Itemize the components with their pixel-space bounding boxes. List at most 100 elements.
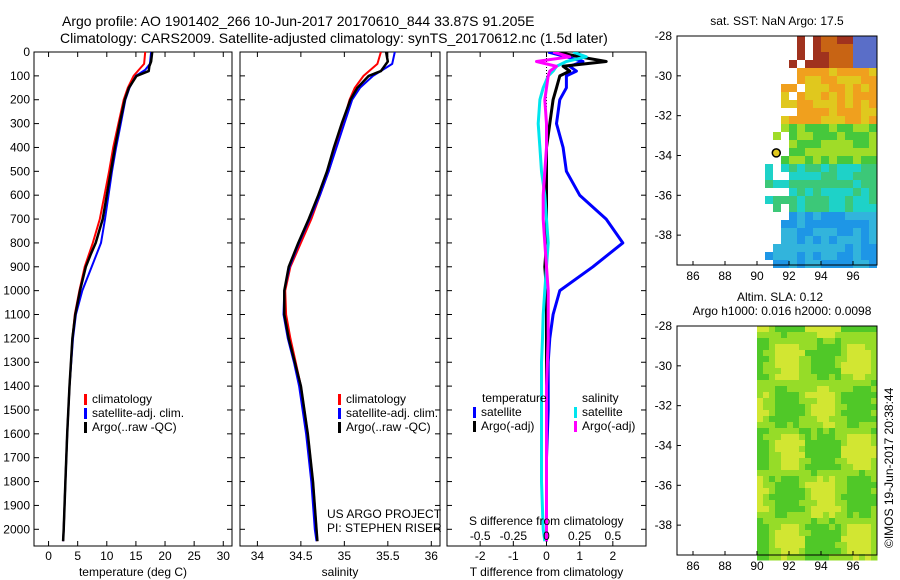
sst-cell (861, 124, 869, 132)
sst-cell (813, 100, 821, 108)
sla-cell (823, 410, 830, 417)
sla-cell (835, 470, 842, 477)
sla-cell (823, 398, 830, 405)
sst-cell (837, 84, 845, 92)
sla-cell (835, 338, 842, 345)
top-axis-label: -0.25 (500, 529, 528, 543)
sst-cell (861, 260, 869, 268)
sla-cell (823, 506, 830, 513)
sla-cell (805, 482, 812, 489)
sla-cell (853, 416, 860, 423)
y-tick-label: 1700 (3, 451, 30, 465)
sla-cell (859, 488, 866, 495)
sla-cell (865, 344, 872, 351)
sst-cell (821, 108, 829, 116)
sla-cell (811, 368, 818, 375)
sla-cell (805, 374, 812, 381)
sla-cell (781, 536, 788, 543)
sla-cell (859, 482, 866, 489)
sla-cell (847, 524, 854, 531)
sla-cell (847, 416, 854, 423)
sla-cell (811, 392, 818, 399)
sla-cell (763, 554, 770, 561)
sla-cell (853, 482, 860, 489)
sla-cell (775, 476, 782, 483)
sla-field (757, 326, 878, 561)
sla-cell (859, 542, 866, 549)
sla-cell (823, 452, 830, 459)
sst-cell (805, 188, 813, 196)
sla-cell (793, 332, 800, 339)
sla-cell (853, 530, 860, 537)
map-x-tick-label: 90 (750, 559, 764, 573)
sla-cell (865, 548, 872, 555)
sla-cell (841, 446, 848, 453)
sla-cell (811, 356, 818, 363)
sla-cell (763, 362, 770, 369)
sla-cell (829, 482, 836, 489)
sst-cell (853, 76, 861, 84)
sla-cell (835, 344, 842, 351)
sla-cell (835, 350, 842, 357)
sla-cell (763, 410, 770, 417)
sla-cell (763, 452, 770, 459)
sla-cell (763, 494, 770, 501)
sla-cell (769, 344, 776, 351)
sla-cell (829, 488, 836, 495)
sla-cell (781, 476, 788, 483)
sla-cell (865, 488, 872, 495)
sla-cell (757, 416, 764, 423)
sla-cell (817, 530, 824, 537)
sla-cell (781, 338, 788, 345)
sst-cell (813, 60, 821, 68)
sst-cell (797, 148, 805, 156)
sla-cell (757, 386, 764, 393)
sla-cell (817, 356, 824, 363)
top-axis-label: 0 (543, 529, 550, 543)
sla-cell (811, 374, 818, 381)
sla-cell (859, 344, 866, 351)
sla-cell (787, 374, 794, 381)
sla-cell (799, 326, 806, 333)
sla-cell (781, 434, 788, 441)
sla-cell (769, 374, 776, 381)
sst-cell (837, 76, 845, 84)
sst-cell (853, 244, 861, 252)
sla-cell (757, 506, 764, 513)
sla-cell (865, 332, 872, 339)
sst-cell (821, 84, 829, 92)
sla-cell (817, 440, 824, 447)
sla-cell (835, 554, 842, 561)
sst-cell (829, 140, 837, 148)
sla-cell (817, 386, 824, 393)
sst-cell (797, 132, 805, 140)
sla-cell (835, 494, 842, 501)
map-x-tick-label: 96 (846, 269, 860, 283)
sst-cell (853, 156, 861, 164)
sla-cell (823, 536, 830, 543)
sla-cell (853, 458, 860, 465)
sst-cell (821, 188, 829, 196)
sla-cell (853, 350, 860, 357)
sla-cell (847, 410, 854, 417)
sla-cell (865, 524, 872, 531)
map-y-tick-label: -34 (655, 148, 673, 162)
sla-cell (823, 386, 830, 393)
sst-cell (845, 212, 853, 220)
sst-cell (853, 252, 861, 260)
sst-cell (781, 236, 789, 244)
sla-cell (757, 428, 764, 435)
sla-cell (853, 404, 860, 411)
sst-cell (805, 236, 813, 244)
sla-cell (859, 392, 866, 399)
sla-cell (769, 446, 776, 453)
sst-cell (765, 196, 773, 204)
sla-cell (823, 518, 830, 525)
sst-cell (845, 76, 853, 84)
sla-cell (871, 350, 878, 357)
sst-cell (837, 108, 845, 116)
sla-cell (757, 404, 764, 411)
sst-cell (789, 124, 797, 132)
sla-cell (859, 362, 866, 369)
imos-credit: ©IMOS 19-Jun-2017 20:38:44 (882, 387, 896, 548)
